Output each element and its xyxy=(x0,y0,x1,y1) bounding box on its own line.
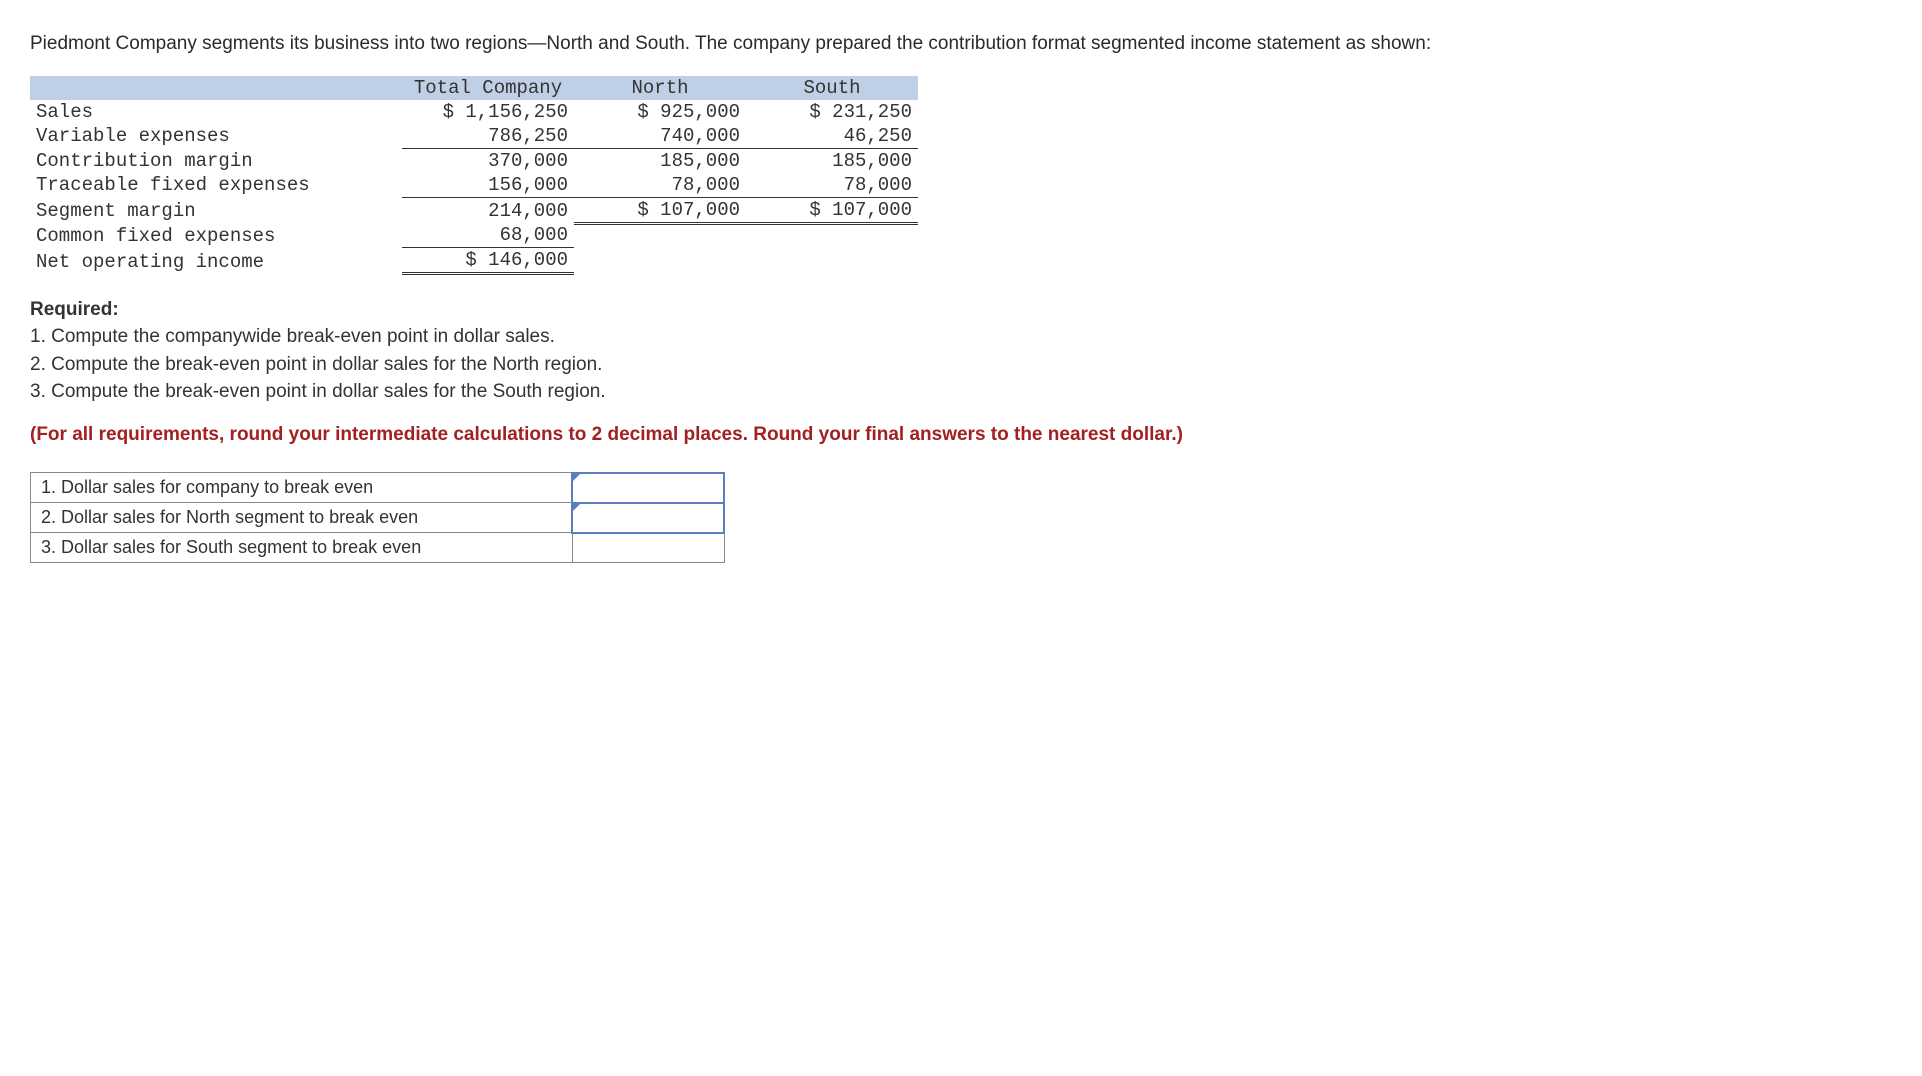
val-tfe-total: 156,000 xyxy=(402,173,574,198)
val-cm-south: 185,000 xyxy=(746,148,918,173)
table-header-row: Total Company North South xyxy=(30,76,918,100)
answer-cell-1[interactable] xyxy=(572,473,724,503)
val-tfe-south: 78,000 xyxy=(746,173,918,198)
label-segment-margin: Segment margin xyxy=(30,197,402,223)
row-variable-expenses: Variable expenses 786,250 740,000 46,250 xyxy=(30,124,918,149)
val-cfe-total: 68,000 xyxy=(402,223,574,248)
val-sales-total: $ 1,156,250 xyxy=(402,100,574,124)
row-net-operating-income: Net operating income $ 146,000 xyxy=(30,248,918,274)
answer-row-3: 3. Dollar sales for South segment to bre… xyxy=(31,533,725,563)
row-traceable-fixed: Traceable fixed expenses 156,000 78,000 … xyxy=(30,173,918,198)
required-item-3: 3. Compute the break-even point in dolla… xyxy=(30,378,1892,406)
val-cfe-south xyxy=(746,223,918,248)
answer-input-1[interactable] xyxy=(573,474,723,502)
answer-row-2: 2. Dollar sales for North segment to bre… xyxy=(31,503,725,533)
label-traceable-fixed: Traceable fixed expenses xyxy=(30,173,402,198)
val-cm-total: 370,000 xyxy=(402,148,574,173)
val-cm-north: 185,000 xyxy=(574,148,746,173)
answer-prompt-2: 2. Dollar sales for North segment to bre… xyxy=(31,503,573,533)
val-sm-north: $ 107,000 xyxy=(574,197,746,223)
problem-intro: Piedmont Company segments its business i… xyxy=(30,30,1892,58)
val-cfe-north xyxy=(574,223,746,248)
income-statement-table: Total Company North South Sales $ 1,156,… xyxy=(30,76,918,276)
required-list: 1. Compute the companywide break-even po… xyxy=(30,323,1892,406)
label-contribution-margin: Contribution margin xyxy=(30,148,402,173)
answer-cell-2[interactable] xyxy=(572,503,724,533)
required-item-2: 2. Compute the break-even point in dolla… xyxy=(30,351,1892,379)
answer-cell-3[interactable] xyxy=(572,533,724,563)
val-varexp-total: 786,250 xyxy=(402,124,574,149)
val-varexp-north: 740,000 xyxy=(574,124,746,149)
required-item-1: 1. Compute the companywide break-even po… xyxy=(30,323,1892,351)
header-south: South xyxy=(746,76,918,100)
header-total-company: Total Company xyxy=(402,76,574,100)
rounding-hint: (For all requirements, round your interm… xyxy=(30,424,1892,446)
label-variable-expenses: Variable expenses xyxy=(30,124,402,149)
answer-table: 1. Dollar sales for company to break eve… xyxy=(30,472,725,564)
val-sales-north: $ 925,000 xyxy=(574,100,746,124)
label-sales: Sales xyxy=(30,100,402,124)
row-contribution-margin: Contribution margin 370,000 185,000 185,… xyxy=(30,148,918,173)
answer-prompt-3: 3. Dollar sales for South segment to bre… xyxy=(31,533,573,563)
row-sales: Sales $ 1,156,250 $ 925,000 $ 231,250 xyxy=(30,100,918,124)
val-noi-south xyxy=(746,248,918,274)
answer-input-2[interactable] xyxy=(573,504,723,532)
active-cell-marker-icon xyxy=(572,503,581,512)
answer-input-3[interactable] xyxy=(573,534,724,562)
required-heading: Required: xyxy=(30,299,1892,321)
active-cell-marker-icon xyxy=(572,473,581,482)
row-segment-margin: Segment margin 214,000 $ 107,000 $ 107,0… xyxy=(30,197,918,223)
header-north: North xyxy=(574,76,746,100)
answer-row-1: 1. Dollar sales for company to break eve… xyxy=(31,473,725,503)
val-sales-south: $ 231,250 xyxy=(746,100,918,124)
row-common-fixed: Common fixed expenses 68,000 xyxy=(30,223,918,248)
val-tfe-north: 78,000 xyxy=(574,173,746,198)
header-blank xyxy=(30,76,402,100)
val-noi-total: $ 146,000 xyxy=(402,248,574,274)
val-sm-total: 214,000 xyxy=(402,197,574,223)
label-noi: Net operating income xyxy=(30,248,402,274)
answer-prompt-1: 1. Dollar sales for company to break eve… xyxy=(31,473,573,503)
val-noi-north xyxy=(574,248,746,274)
label-common-fixed: Common fixed expenses xyxy=(30,223,402,248)
val-sm-south: $ 107,000 xyxy=(746,197,918,223)
val-varexp-south: 46,250 xyxy=(746,124,918,149)
